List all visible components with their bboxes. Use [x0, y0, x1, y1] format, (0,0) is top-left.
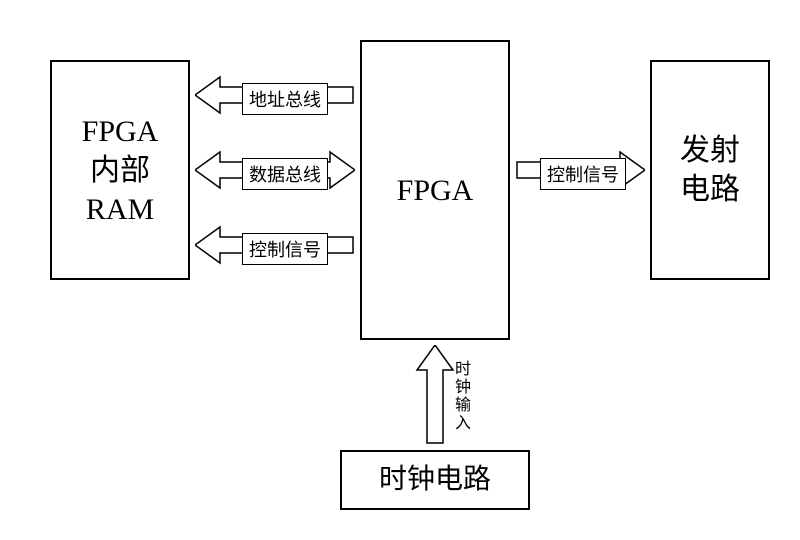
arrow-addr-bus-label: 地址总线: [242, 83, 328, 115]
block-ram: FPGA 内部 RAM: [50, 60, 190, 280]
block-tx-label: 发射 电路: [680, 131, 740, 209]
block-clock: 时钟电路: [340, 450, 530, 510]
arrow-ctrl2-label: 控制信号: [540, 158, 626, 190]
block-tx: 发射 电路: [650, 60, 770, 280]
arrow-clock-in-label: 时钟输入: [448, 360, 472, 432]
arrow-ctrl1-label: 控制信号: [242, 233, 328, 265]
arrow-data-bus-label: 数据总线: [242, 158, 328, 190]
block-clock-label: 时钟电路: [379, 462, 491, 498]
block-fpga: FPGA: [360, 40, 510, 340]
block-ram-label: FPGA 内部 RAM: [82, 112, 159, 229]
block-fpga-label: FPGA: [397, 171, 474, 210]
